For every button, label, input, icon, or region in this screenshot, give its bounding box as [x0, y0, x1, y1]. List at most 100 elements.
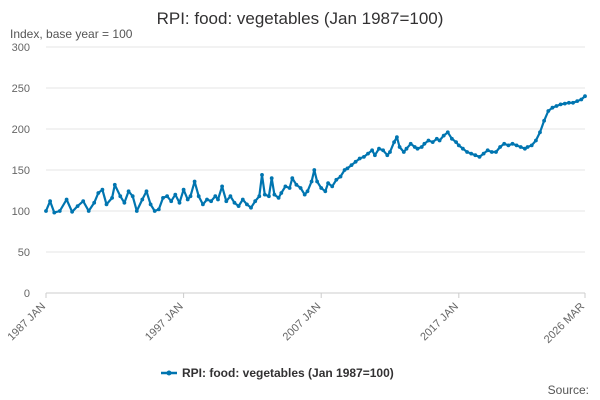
data-point[interactable] — [81, 199, 86, 204]
data-point[interactable] — [362, 155, 366, 159]
data-point[interactable] — [338, 174, 343, 179]
data-point[interactable] — [385, 153, 390, 158]
data-point[interactable] — [86, 209, 91, 213]
data-point[interactable] — [177, 200, 182, 205]
data-point[interactable] — [525, 145, 530, 149]
data-point[interactable] — [140, 197, 145, 202]
data-point[interactable] — [104, 202, 109, 207]
legend[interactable]: RPI: food: vegetables (Jan 1987=100) — [161, 366, 394, 380]
data-point[interactable] — [430, 140, 435, 145]
data-point[interactable] — [148, 202, 153, 207]
data-point[interactable] — [412, 145, 417, 149]
data-point[interactable] — [426, 138, 431, 143]
data-point[interactable] — [408, 141, 413, 146]
data-point[interactable] — [44, 209, 48, 213]
data-point[interactable] — [502, 141, 507, 146]
data-point[interactable] — [272, 192, 277, 197]
data-point[interactable] — [276, 196, 281, 200]
data-point[interactable] — [209, 199, 214, 204]
data-point[interactable] — [445, 130, 450, 135]
data-point[interactable] — [309, 179, 314, 184]
data-point[interactable] — [70, 209, 74, 214]
data-point[interactable] — [370, 148, 374, 153]
data-point[interactable] — [262, 192, 267, 197]
data-point[interactable] — [349, 163, 354, 168]
data-point[interactable] — [534, 138, 538, 143]
data-point[interactable] — [122, 200, 127, 205]
data-point[interactable] — [57, 209, 62, 213]
data-point[interactable] — [290, 176, 295, 181]
data-point[interactable] — [134, 209, 139, 213]
data-point[interactable] — [260, 173, 264, 177]
data-point[interactable] — [523, 146, 527, 151]
data-point[interactable] — [240, 197, 245, 202]
data-point[interactable] — [201, 202, 205, 207]
data-point[interactable] — [323, 189, 328, 194]
data-point[interactable] — [298, 186, 303, 190]
data-point[interactable] — [529, 143, 534, 148]
data-point[interactable] — [156, 207, 161, 212]
data-point[interactable] — [283, 184, 288, 189]
data-point[interactable] — [441, 133, 446, 138]
data-point[interactable] — [118, 194, 123, 199]
data-point[interactable] — [330, 184, 335, 189]
data-point[interactable] — [232, 200, 237, 205]
data-point[interactable] — [489, 150, 494, 154]
data-point[interactable] — [357, 156, 362, 161]
data-point[interactable] — [450, 136, 454, 141]
data-point[interactable] — [498, 145, 502, 149]
data-point[interactable] — [112, 182, 117, 187]
data-point[interactable] — [228, 194, 233, 199]
data-point[interactable] — [422, 141, 427, 146]
data-point[interactable] — [245, 202, 249, 207]
data-point[interactable] — [494, 150, 498, 154]
data-point[interactable] — [205, 197, 209, 202]
data-point[interactable] — [456, 143, 461, 148]
data-point[interactable] — [224, 199, 229, 204]
data-point[interactable] — [52, 210, 57, 215]
data-point[interactable] — [305, 189, 310, 194]
data-point[interactable] — [454, 140, 458, 145]
data-point[interactable] — [269, 176, 274, 181]
data-point[interactable] — [294, 182, 299, 187]
data-point[interactable] — [161, 196, 165, 200]
data-point[interactable] — [334, 177, 339, 182]
data-point[interactable] — [514, 143, 519, 148]
data-point[interactable] — [342, 168, 347, 172]
data-point[interactable] — [92, 200, 97, 205]
data-point[interactable] — [469, 151, 474, 156]
data-point[interactable] — [546, 109, 551, 113]
data-point[interactable] — [100, 187, 105, 192]
data-point[interactable] — [169, 199, 174, 204]
data-point[interactable] — [392, 140, 396, 145]
data-point[interactable] — [542, 118, 546, 123]
data-point[interactable] — [579, 97, 584, 102]
data-point[interactable] — [312, 168, 317, 172]
data-point[interactable] — [401, 150, 406, 154]
data-point[interactable] — [366, 151, 370, 156]
data-point[interactable] — [481, 151, 486, 156]
data-point[interactable] — [192, 179, 197, 184]
data-point[interactable] — [518, 145, 523, 149]
data-point[interactable] — [388, 150, 392, 154]
data-point[interactable] — [397, 145, 402, 149]
data-point[interactable] — [110, 196, 114, 200]
data-point[interactable] — [165, 194, 170, 199]
data-point[interactable] — [434, 136, 439, 141]
data-point[interactable] — [437, 138, 442, 143]
data-point[interactable] — [249, 205, 253, 210]
data-point[interactable] — [152, 209, 157, 213]
data-point[interactable] — [550, 105, 555, 110]
data-point[interactable] — [510, 141, 515, 146]
data-point[interactable] — [373, 153, 377, 158]
data-point[interactable] — [267, 194, 271, 199]
data-point[interactable] — [465, 150, 469, 154]
data-point[interactable] — [126, 189, 131, 194]
data-point[interactable] — [575, 99, 580, 103]
data-point[interactable] — [477, 155, 482, 159]
data-point[interactable] — [287, 186, 292, 190]
data-point[interactable] — [461, 146, 465, 151]
data-point[interactable] — [506, 143, 511, 148]
data-point[interactable] — [64, 197, 69, 202]
data-point[interactable] — [96, 191, 101, 195]
